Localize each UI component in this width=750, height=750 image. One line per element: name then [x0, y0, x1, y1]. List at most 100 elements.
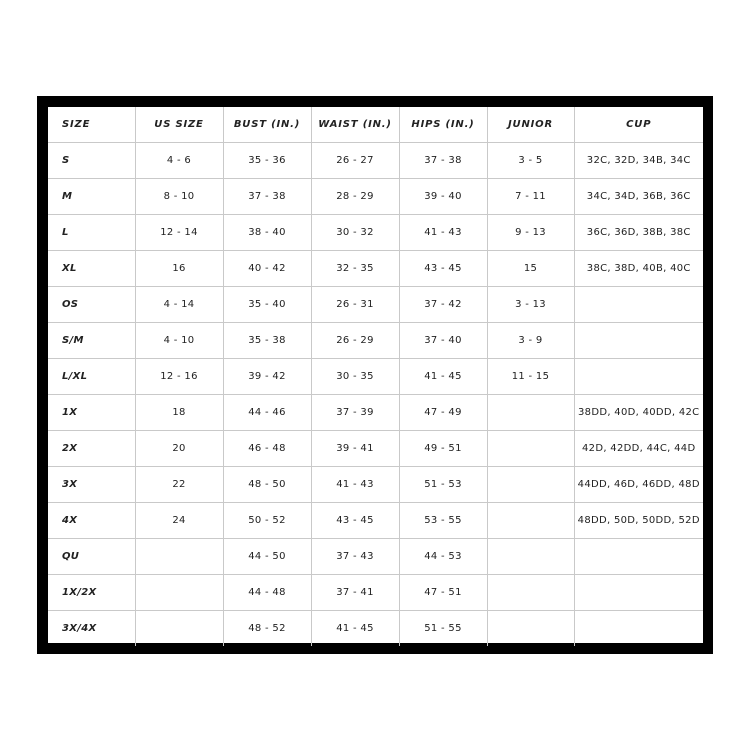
table-cell: 41 - 43: [310, 466, 400, 503]
table-cell: 16: [134, 250, 224, 287]
table-cell: 51 - 53: [398, 466, 488, 503]
table-cell: [573, 610, 703, 646]
table-cell: 4 - 14: [134, 286, 224, 323]
table-cell: 39 - 41: [310, 430, 400, 467]
table-cell: 18: [134, 394, 224, 431]
table-cell: 43 - 45: [398, 250, 488, 287]
table-row: 1X 18 44 - 46 37 - 39 47 - 49 38DD, 40D, 40DD…: [48, 394, 703, 431]
column-header: BUST (IN.): [222, 107, 312, 143]
table-cell: 51 - 55: [398, 610, 488, 646]
table-cell: 26 - 27: [310, 142, 400, 179]
table-row: 3X/4X 48 - 52 41 - 45 51 - 55: [48, 610, 703, 646]
column-header: JUNIOR: [486, 107, 575, 143]
table-cell: 34C, 34D, 36B, 36C: [573, 178, 703, 215]
table-cell: 4 - 6: [134, 142, 224, 179]
table-cell: OS: [48, 286, 136, 323]
table-cell: 39 - 40: [398, 178, 488, 215]
table-cell: 48 - 50: [222, 466, 312, 503]
column-header: SIZE: [48, 107, 136, 143]
column-header: US SIZE: [134, 107, 224, 143]
table-cell: 37 - 39: [310, 394, 400, 431]
table-cell: 32C, 32D, 34B, 34C: [573, 142, 703, 179]
table-cell: 1X/2X: [48, 574, 136, 611]
table-header-row: SIZE US SIZE BUST (IN.) WAIST (IN.) HIPS (IN…: [48, 107, 703, 143]
table-cell: 42D, 42DD, 44C, 44D: [573, 430, 703, 467]
table-cell: 32 - 35: [310, 250, 400, 287]
table-row: 4X 24 50 - 52 43 - 45 53 - 55 48DD, 50D, 50DD…: [48, 502, 703, 539]
table-cell: 38C, 38D, 40B, 40C: [573, 250, 703, 287]
table-cell: 26 - 29: [310, 322, 400, 359]
table-cell: 15: [486, 250, 575, 287]
table-cell: [486, 538, 575, 575]
table-row: S/M 4 - 10 35 - 38 26 - 29 37 - 40 3 - 9: [48, 322, 703, 359]
table-cell: 12 - 16: [134, 358, 224, 395]
table-cell: 48DD, 50D, 50DD, 52D: [573, 502, 703, 539]
table-cell: 30 - 32: [310, 214, 400, 251]
size-chart: SIZE US SIZE BUST (IN.) WAIST (IN.) HIPS (IN…: [48, 107, 703, 646]
table-cell: 44DD, 46D, 46DD, 48D: [573, 466, 703, 503]
table-cell: XL: [48, 250, 136, 287]
table-cell: [486, 610, 575, 646]
table-cell: 35 - 36: [222, 142, 312, 179]
table-cell: 3 - 13: [486, 286, 575, 323]
table-cell: [134, 538, 224, 575]
table-cell: 12 - 14: [134, 214, 224, 251]
table-cell: 4 - 10: [134, 322, 224, 359]
table-row: 1X/2X 44 - 48 37 - 41 47 - 51: [48, 574, 703, 611]
table-cell: [134, 610, 224, 646]
table-cell: 37 - 40: [398, 322, 488, 359]
table-cell: 47 - 49: [398, 394, 488, 431]
table-cell: L/XL: [48, 358, 136, 395]
table-cell: 8 - 10: [134, 178, 224, 215]
table-cell: 28 - 29: [310, 178, 400, 215]
table-cell: 50 - 52: [222, 502, 312, 539]
table-cell: 43 - 45: [310, 502, 400, 539]
table-cell: [486, 466, 575, 503]
table-cell: 41 - 45: [398, 358, 488, 395]
table-cell: 38 - 40: [222, 214, 312, 251]
table-cell: 35 - 40: [222, 286, 312, 323]
column-header: CUP: [573, 107, 703, 143]
table-cell: [573, 322, 703, 359]
table-cell: 44 - 50: [222, 538, 312, 575]
table-cell: 3 - 9: [486, 322, 575, 359]
table-cell: 49 - 51: [398, 430, 488, 467]
size-chart-table: SIZE US SIZE BUST (IN.) WAIST (IN.) HIPS (IN…: [48, 107, 703, 646]
table-row: L/XL 12 - 16 39 - 42 30 - 35 41 - 45 11 - 15: [48, 358, 703, 395]
table-cell: L: [48, 214, 136, 251]
table-cell: 3X: [48, 466, 136, 503]
table-cell: 24: [134, 502, 224, 539]
size-chart-frame: SIZE US SIZE BUST (IN.) WAIST (IN.) HIPS (IN…: [37, 96, 713, 654]
table-cell: 40 - 42: [222, 250, 312, 287]
table-cell: 37 - 38: [398, 142, 488, 179]
table-cell: 35 - 38: [222, 322, 312, 359]
table-cell: QU: [48, 538, 136, 575]
table-row: QU 44 - 50 37 - 43 44 - 53: [48, 538, 703, 575]
column-header: WAIST (IN.): [310, 107, 400, 143]
column-header: HIPS (IN.): [398, 107, 488, 143]
table-cell: [134, 574, 224, 611]
table-cell: 9 - 13: [486, 214, 575, 251]
table-cell: 1X: [48, 394, 136, 431]
table-row: 2X 20 46 - 48 39 - 41 49 - 51 42D, 42DD, 44C,…: [48, 430, 703, 467]
table-row: 3X 22 48 - 50 41 - 43 51 - 53 44DD, 46D, 46DD…: [48, 466, 703, 503]
table-cell: 30 - 35: [310, 358, 400, 395]
table-cell: 36C, 36D, 38B, 38C: [573, 214, 703, 251]
table-cell: 2X: [48, 430, 136, 467]
table-cell: 37 - 43: [310, 538, 400, 575]
table-cell: 44 - 53: [398, 538, 488, 575]
table-cell: 41 - 43: [398, 214, 488, 251]
table-row: L 12 - 14 38 - 40 30 - 32 41 - 43 9 - 13 36C, …: [48, 214, 703, 251]
table-cell: [573, 358, 703, 395]
table-cell: 3X/4X: [48, 610, 136, 646]
table-cell: [486, 502, 575, 539]
table-cell: M: [48, 178, 136, 215]
table-cell: 47 - 51: [398, 574, 488, 611]
table-cell: 11 - 15: [486, 358, 575, 395]
table-cell: 26 - 31: [310, 286, 400, 323]
table-cell: 7 - 11: [486, 178, 575, 215]
table-cell: 20: [134, 430, 224, 467]
table-cell: 41 - 45: [310, 610, 400, 646]
